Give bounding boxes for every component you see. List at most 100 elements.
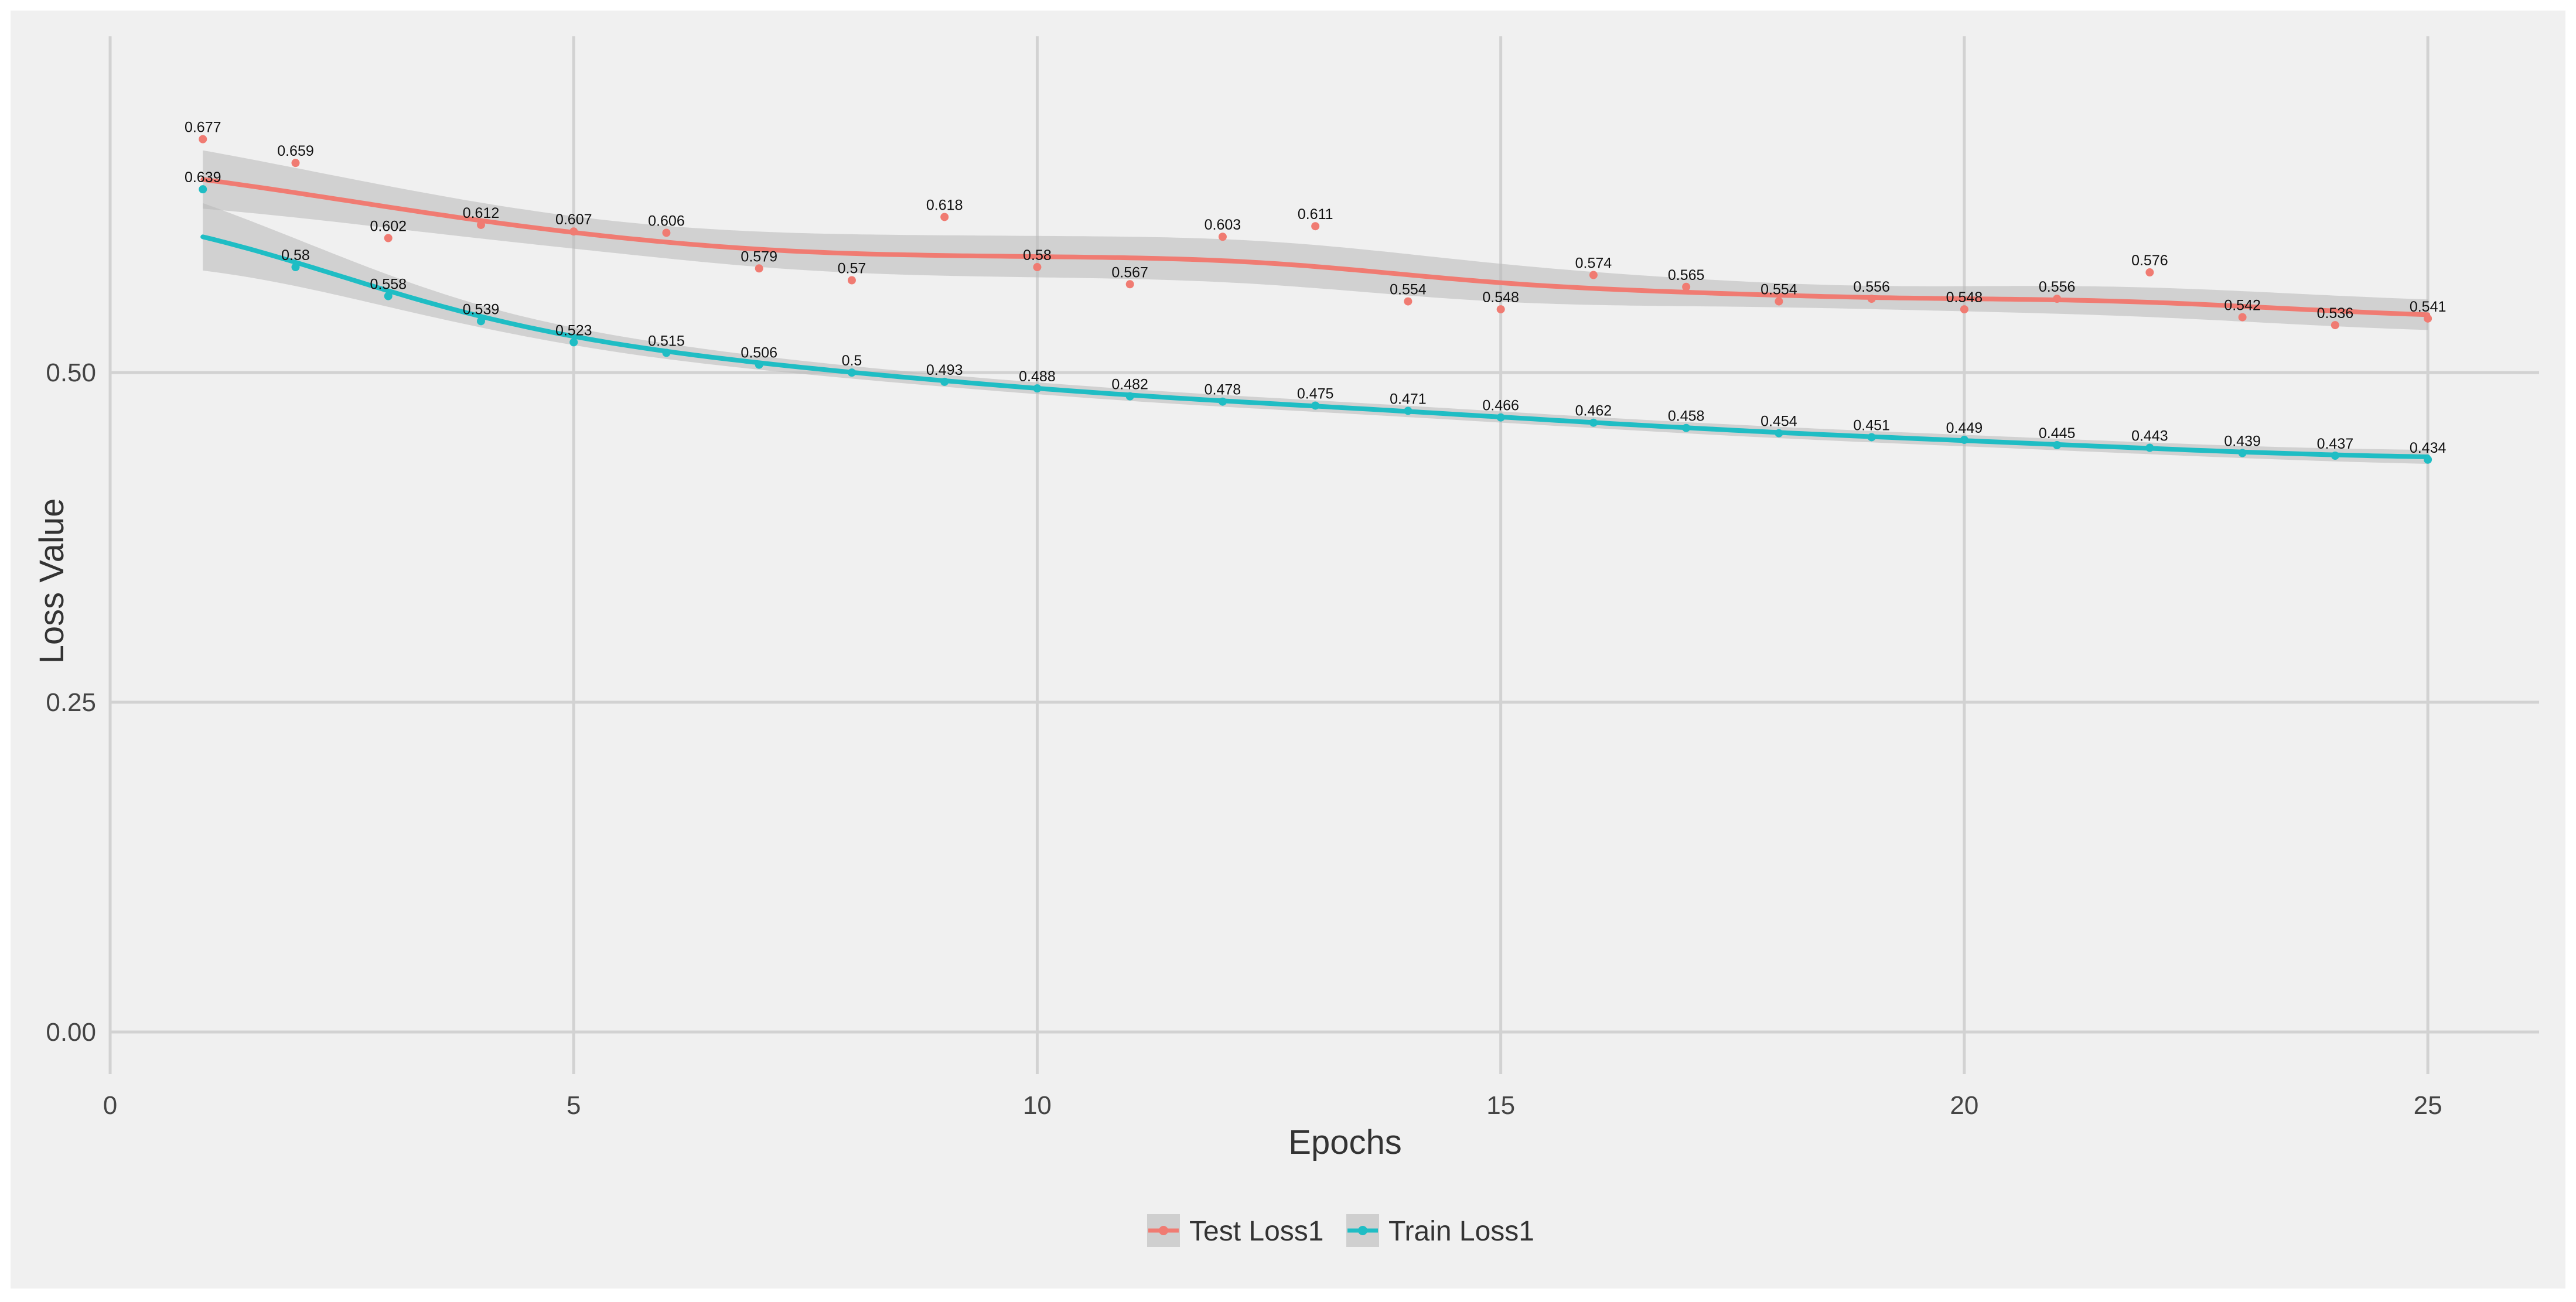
x-tick-label: 15: [1486, 1091, 1515, 1120]
data-label: 0.57: [838, 261, 866, 277]
data-label: 0.556: [2039, 279, 2076, 295]
data-label: 0.445: [2039, 425, 2076, 442]
data-point: [1125, 392, 1134, 401]
data-label: 0.462: [1575, 403, 1612, 419]
data-point: [755, 264, 763, 273]
data-point: [476, 220, 485, 229]
data-point: [940, 213, 949, 221]
data-label: 0.475: [1297, 385, 1334, 402]
data-point: [1033, 384, 1042, 393]
y-tick-label: 0.50: [46, 358, 96, 387]
data-point: [940, 377, 949, 386]
data-label: 0.556: [1853, 279, 1890, 295]
data-point: [847, 368, 856, 377]
data-point: [2331, 321, 2339, 330]
data-point: [384, 234, 393, 242]
data-label: 0.451: [1853, 417, 1890, 433]
data-label: 0.639: [185, 169, 221, 186]
y-tick-label: 0.25: [46, 688, 96, 717]
data-point: [1311, 222, 1320, 231]
data-point: [1218, 233, 1227, 241]
data-point: [2238, 313, 2247, 322]
data-point: [1496, 305, 1505, 314]
confidence-band: [203, 203, 2428, 464]
data-point: [1960, 435, 1968, 444]
data-point: [291, 263, 300, 272]
data-label: 0.58: [1023, 247, 1052, 264]
data-label: 0.612: [463, 205, 500, 221]
data-point: [1775, 297, 1783, 306]
data-point: [2145, 268, 2154, 277]
data-label: 0.478: [1205, 382, 1241, 398]
data-label: 0.541: [2410, 299, 2447, 315]
data-label: 0.488: [1019, 368, 1056, 385]
data-label: 0.434: [2410, 440, 2447, 456]
data-label: 0.536: [2317, 305, 2354, 322]
x-axis-title: Epochs: [1288, 1123, 1401, 1161]
data-point: [1125, 280, 1134, 289]
data-label: 0.449: [1946, 420, 1983, 436]
data-label: 0.58: [281, 247, 310, 264]
data-point: [2053, 295, 2062, 303]
data-label: 0.659: [277, 143, 314, 159]
data-point: [476, 317, 485, 326]
data-point: [847, 276, 856, 285]
data-label: 0.574: [1575, 255, 1612, 272]
data-point: [1867, 295, 1876, 303]
x-tick-label: 10: [1023, 1091, 1052, 1120]
data-point: [1218, 397, 1227, 406]
data-point: [1311, 401, 1320, 410]
data-label: 0.554: [1760, 282, 1797, 298]
data-label: 0.443: [2131, 428, 2168, 444]
data-label: 0.606: [648, 213, 685, 229]
data-label: 0.548: [1946, 289, 1983, 306]
data-labels: 0.677 0.659 0.602 0.612 0.607 0.606 0.579 0.57 0…: [185, 119, 2447, 456]
data-point: [1496, 413, 1505, 422]
legend-key-point: [1358, 1226, 1367, 1235]
data-point: [291, 159, 300, 168]
data-point: [2331, 452, 2339, 460]
data-point: [755, 360, 763, 369]
data-point: [662, 348, 671, 357]
tick-labels: 0 5 10 15 20 25 0.00 0.25 0.50: [46, 358, 2442, 1120]
data-label: 0.677: [185, 119, 221, 136]
x-tick-label: 25: [2414, 1091, 2442, 1120]
data-label: 0.454: [1760, 414, 1797, 430]
data-label: 0.567: [1111, 264, 1148, 281]
data-label: 0.579: [741, 248, 777, 265]
x-tick-label: 0: [103, 1091, 117, 1120]
data-point: [384, 292, 393, 300]
data-label: 0.5: [842, 353, 862, 369]
data-point: [569, 227, 578, 236]
data-point: [1404, 297, 1412, 306]
data-point: [1775, 429, 1783, 438]
data-label: 0.618: [926, 197, 963, 213]
data-label: 0.506: [741, 345, 777, 361]
legend-label: Test Loss1: [1189, 1216, 1323, 1247]
data-label: 0.558: [370, 276, 407, 293]
data-point: [199, 135, 207, 143]
data-label: 0.565: [1668, 267, 1705, 283]
data-point: [199, 185, 207, 194]
data-point: [2145, 443, 2154, 452]
data-label: 0.523: [555, 322, 592, 339]
data-point: [1589, 271, 1598, 279]
data-point: [2238, 449, 2247, 457]
data-label: 0.466: [1482, 398, 1519, 414]
data-label: 0.482: [1111, 377, 1148, 393]
data-point: [569, 338, 578, 347]
data-point: [2424, 455, 2432, 464]
data-point: [2424, 314, 2432, 323]
y-tick-label: 0.00: [46, 1018, 96, 1047]
data-point: [2053, 440, 2062, 449]
x-tick-label: 5: [567, 1091, 581, 1120]
legend-label: Train Loss1: [1388, 1216, 1534, 1247]
data-point: [662, 228, 671, 237]
data-label: 0.611: [1298, 206, 1333, 223]
data-label: 0.607: [555, 211, 592, 228]
data-point: [1033, 263, 1042, 272]
data-label: 0.542: [2224, 298, 2261, 314]
data-label: 0.493: [926, 362, 963, 378]
data-point: [1682, 282, 1691, 291]
